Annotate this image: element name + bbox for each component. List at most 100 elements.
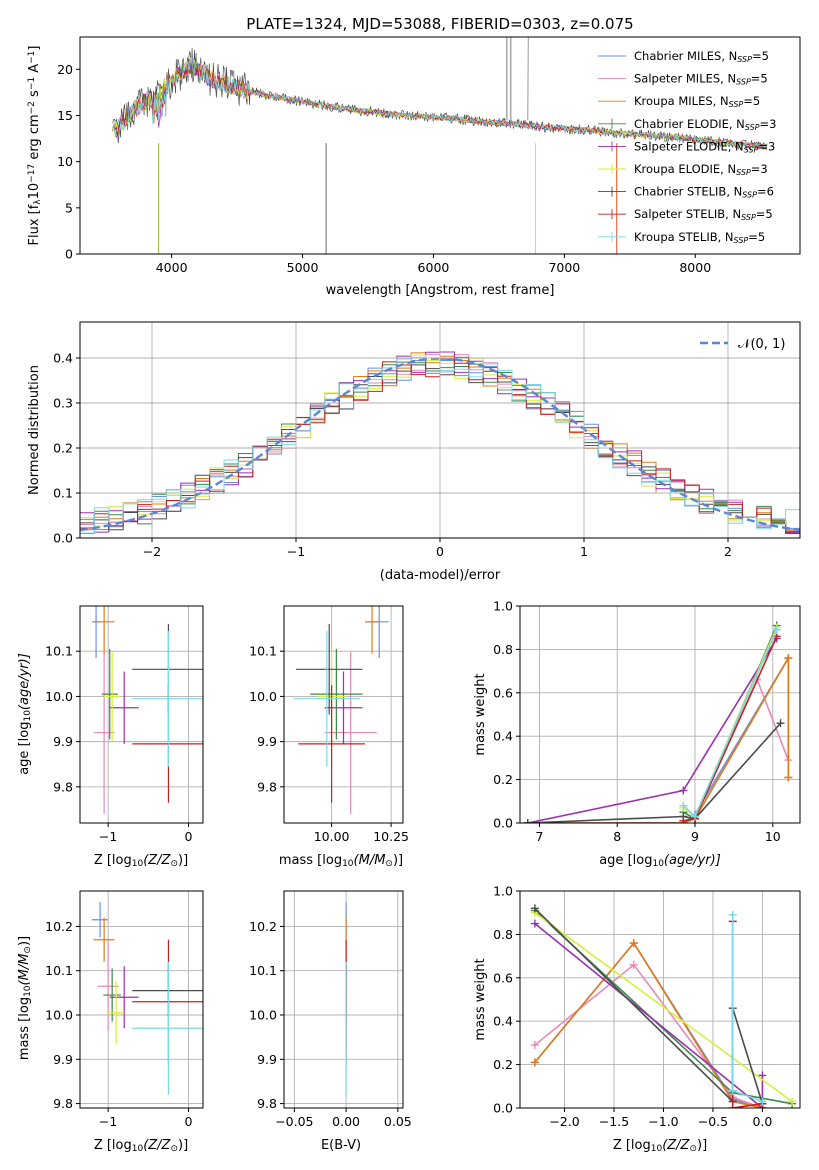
legend-entry-sub: SSP [745, 123, 760, 132]
legend-entry: Kroupa STELIB, NSSP=5 [634, 230, 765, 245]
weight-marker [629, 960, 638, 969]
y-tick-label: 10.2 [249, 919, 277, 934]
figure-title: PLATE=1324, MJD=53088, FIBERID=0303, z=0… [246, 15, 633, 33]
y-tick-label: 0.8 [493, 927, 513, 942]
y-tick-label: 0.0 [493, 816, 513, 831]
x-axis-label-part: Z [log [94, 1138, 132, 1153]
y-axis-label-part: 10 [23, 710, 33, 722]
y-tick-label: 9.9 [257, 1052, 277, 1067]
x-tick-label: 0 [436, 544, 444, 559]
legend-entry-sub: SSP [741, 213, 756, 222]
y-tick-label: 9.8 [53, 779, 73, 794]
y-axis-label: age [log10(age/yr)] [17, 653, 33, 775]
x-tick-label: 0.0 [752, 1114, 772, 1129]
weight-line-kroupa-elodie [534, 912, 793, 1103]
x-axis-label-part: ⊙ [170, 1144, 178, 1154]
y-tick-label: 10.0 [249, 689, 277, 704]
y-tick-label: 10.1 [45, 963, 73, 978]
x-tick-label: −0.5 [698, 1114, 728, 1129]
legend-entry-name: Chabrier ELODIE, N [634, 117, 745, 131]
weight-marker [679, 801, 688, 810]
weight-line-salpeter-miles [534, 963, 763, 1108]
x-tick-label: −1 [287, 544, 305, 559]
y-tick-label: 10.0 [45, 689, 73, 704]
y-axis-label-part: −2 [27, 101, 37, 114]
legend-entry-name: Salpeter MILES, N [634, 72, 736, 86]
legend-entry-sub: SSP [744, 145, 759, 154]
axes-frame [79, 36, 801, 255]
weight-marker [530, 919, 539, 928]
weight-line-salpeter-miles [527, 677, 790, 823]
y-axis-label-part: −1 [27, 77, 37, 90]
y-tick-label: 9.9 [53, 1052, 73, 1067]
x-axis-label-part: ⊙ [170, 859, 178, 869]
legend-entry-name: Kroupa MILES, N [634, 94, 729, 108]
legend-entry-name: Kroupa STELIB, N [634, 230, 734, 244]
x-axis-label: Z [log10(Z/Z⊙)] [94, 1138, 188, 1154]
legend-entry-sub: SSP [734, 236, 749, 245]
y-axis-label-part: Flux [f [27, 204, 42, 245]
y-axis-label-part: λ [33, 199, 43, 205]
legend-entry: Kroupa MILES, NSSP=5 [634, 94, 760, 109]
weight-line-kroupa-elodie [682, 627, 778, 818]
x-axis-label-part: ⊙ [689, 1144, 697, 1154]
x-axis-label-part: (M/M [354, 853, 386, 868]
y-axis-label-part: ⊙ [23, 946, 33, 954]
x-axis-label-part: 10 [651, 1144, 663, 1154]
x-axis-label-part: (age/yr)] [664, 853, 721, 868]
x-axis-label: mass [log10(M/M⊙)] [279, 853, 403, 869]
x-axis-label-part: 10 [652, 859, 664, 869]
mass-vs-ebv-panel: −0.05 0.00 0.05 9.8 9.9 10.0 10.1 10.2 E(B-V) [249, 890, 412, 1153]
x-tick-label: 7 [535, 829, 543, 844]
y-tick-label: 10.0 [45, 1008, 73, 1023]
y-tick-label: 0.3 [53, 396, 73, 411]
weight-marker [523, 819, 532, 823]
weight-marker [530, 1058, 539, 1067]
legend-entry-value: =6 [757, 185, 774, 199]
y-axis-label-part: mass [log [17, 997, 32, 1060]
weight-marker [679, 816, 688, 823]
weight-line-salpeter-stelib [731, 921, 763, 1108]
weight-vs-age-panel: 7 8 9 10 0.0 0.2 0.4 0.6 0.8 1.0 mass weight age [l… [473, 599, 801, 869]
y-axis-label-part: erg cm [27, 114, 42, 163]
mass-vs-metallicity-panel: −1 09.89.910.010.110.2Z [log10(Z/Z⊙)]mass… [17, 890, 204, 1154]
residual-histogram-panel: −2 −1 0 1 2 0.0 0.1 0.2 0.3 0.4 (data-model)/error… [27, 321, 801, 583]
y-tick-label: 0.8 [493, 642, 513, 657]
y-axis-label-part: 10 [27, 183, 42, 200]
x-tick-label: −1 [99, 829, 117, 844]
legend-entry-value: =3 [760, 117, 777, 131]
weight-line-kroupa-stelib [731, 914, 763, 1103]
y-tick-label: 0.2 [53, 441, 73, 456]
x-tick-label: −1 [99, 1114, 117, 1129]
legend-entry-name: Salpeter STELIB, N [634, 207, 741, 221]
x-tick-label: 8 [613, 829, 621, 844]
x-axis-label-part: )] [697, 1138, 707, 1153]
legend-entry: Kroupa ELODIE, NSSP=3 [634, 162, 768, 177]
axes-frame [519, 605, 801, 824]
spectrum-panel: 4000 5000 6000 7000 8000 0 5 10 15 20 wavelength [… [27, 36, 801, 298]
weight-marker [679, 786, 688, 795]
legend-entry-sub: SSP [736, 78, 751, 87]
y-tick-label: 9.9 [53, 734, 73, 749]
y-tick-label: 9.8 [257, 779, 277, 794]
plot-area [293, 606, 389, 814]
age-vs-metallicity-panel: −1 09.89.910.010.1Z [log10(Z/Z⊙)]age [log… [17, 605, 204, 869]
x-axis-label-part: )] [178, 1138, 188, 1153]
x-axis-label: age [log10(age/yr)] [599, 853, 721, 869]
legend-entry-name: Kroupa ELODIE, N [634, 162, 736, 176]
y-tick-label: 9.8 [257, 1096, 277, 1111]
weight-marker [629, 939, 638, 948]
x-tick-label: −1.0 [648, 1114, 678, 1129]
plot-area [523, 621, 793, 823]
y-tick-label: 20 [57, 62, 73, 77]
weight-line-kroupa-miles [534, 941, 763, 1108]
x-axis-label: E(B-V) [321, 1138, 361, 1153]
weight-marker [784, 654, 793, 663]
y-tick-label: 0.0 [53, 531, 73, 546]
legend-entry-sub: SSP [729, 100, 744, 109]
weight-marker [728, 1104, 737, 1108]
weight-line-chabrier-elodie [682, 625, 778, 820]
x-tick-label: −2 [143, 544, 161, 559]
x-tick-label: 0 [185, 829, 193, 844]
x-tick-label: 5000 [287, 260, 319, 275]
